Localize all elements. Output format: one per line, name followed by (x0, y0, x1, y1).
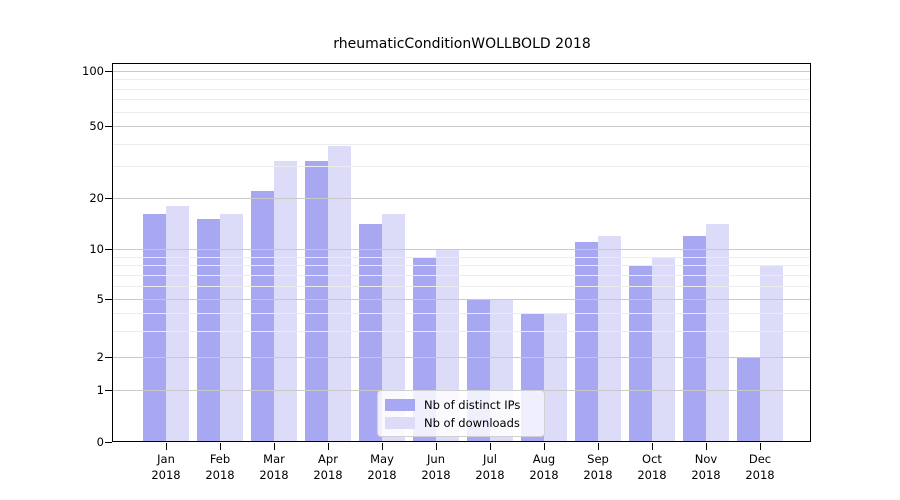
x-tick-label-oct: Oct 2018 (637, 452, 667, 482)
y-tick-100 (105, 71, 112, 72)
x-tick-jul (490, 443, 491, 450)
legend-item-distinct-ips: Nb of distinct IPs (385, 398, 537, 412)
y-tick-label-20: 20 (89, 191, 104, 205)
x-tick-label-jun: Jun 2018 (421, 452, 451, 482)
x-tick-sep (598, 443, 599, 450)
x-tick-mar (274, 443, 275, 450)
bar-distinct-ips-dec (737, 357, 760, 442)
x-tick-label-aug: Aug 2018 (529, 452, 559, 482)
major-gridline-10 (112, 249, 811, 250)
bar-downloads-mar (274, 161, 297, 442)
minor-gridline-70 (112, 99, 811, 100)
bar-downloads-dec (760, 265, 783, 442)
minor-gridline-40 (112, 144, 811, 145)
legend-swatch-downloads (385, 416, 415, 429)
bar-distinct-ips-mar (251, 191, 274, 442)
legend-swatch-distinct-ips (385, 398, 415, 411)
x-tick-label-apr: Apr 2018 (313, 452, 343, 482)
x-tick-label-jan: Jan 2018 (151, 452, 181, 482)
bar-distinct-ips-sep (575, 242, 598, 442)
chart-title: rheumaticConditionWOLLBOLD 2018 (333, 36, 591, 52)
bar-downloads-oct (652, 257, 675, 442)
y-tick-label-10: 10 (89, 242, 104, 256)
y-tick-label-5: 5 (96, 292, 104, 306)
minor-gridline-30 (112, 166, 811, 167)
x-tick-feb (220, 443, 221, 450)
y-tick-2 (105, 357, 112, 358)
bar-downloads-nov (706, 224, 729, 442)
major-gridline-50 (112, 126, 811, 127)
bar-distinct-ips-apr (305, 161, 328, 442)
x-tick-label-feb: Feb 2018 (205, 452, 235, 482)
x-tick-dec (760, 443, 761, 450)
minor-gridline-4 (112, 313, 811, 314)
x-tick-label-may: May 2018 (367, 452, 397, 482)
minor-gridline-90 (112, 79, 811, 80)
minor-gridline-6 (112, 286, 811, 287)
x-tick-jun (436, 443, 437, 450)
minor-gridline-9 (112, 257, 811, 258)
minor-gridline-3 (112, 331, 811, 332)
minor-gridline-7 (112, 275, 811, 276)
y-tick-1 (105, 390, 112, 391)
minor-gridline-60 (112, 112, 811, 113)
major-gridline-20 (112, 198, 811, 199)
y-tick-label-0: 0 (96, 435, 104, 449)
x-tick-label-dec: Dec 2018 (745, 452, 775, 482)
x-tick-label-jul: Jul 2018 (475, 452, 505, 482)
major-gridline-5 (112, 299, 811, 300)
x-tick-apr (328, 443, 329, 450)
bar-distinct-ips-oct (629, 265, 652, 442)
x-tick-aug (544, 443, 545, 450)
y-tick-label-1: 1 (96, 383, 104, 397)
x-tick-may (382, 443, 383, 450)
y-tick-label-2: 2 (96, 350, 104, 364)
bar-downloads-may (382, 214, 405, 442)
x-tick-oct (652, 443, 653, 450)
legend-label-distinct-ips: Nb of distinct IPs (424, 397, 521, 412)
minor-gridline-80 (112, 89, 811, 90)
y-tick-5 (105, 299, 112, 300)
x-tick-label-mar: Mar 2018 (259, 452, 289, 482)
bar-distinct-ips-jan (143, 214, 166, 442)
major-gridline-2 (112, 357, 811, 358)
legend: Nb of distinct IPs Nb of downloads (377, 390, 545, 437)
bar-downloads-sep (598, 236, 621, 442)
x-tick-nov (706, 443, 707, 450)
bar-downloads-aug (544, 313, 567, 442)
y-tick-0 (105, 442, 112, 443)
bar-downloads-jan (166, 206, 189, 442)
y-tick-label-50: 50 (89, 119, 104, 133)
y-tick-10 (105, 249, 112, 250)
y-tick-label-100: 100 (82, 64, 104, 78)
x-tick-label-sep: Sep 2018 (583, 452, 613, 482)
bar-distinct-ips-nov (683, 236, 706, 442)
y-tick-50 (105, 126, 112, 127)
x-tick-jan (166, 443, 167, 450)
bar-distinct-ips-may (359, 224, 382, 442)
legend-label-downloads: Nb of downloads (424, 415, 520, 430)
legend-item-downloads: Nb of downloads (385, 416, 537, 430)
y-tick-20 (105, 198, 112, 199)
bar-downloads-apr (328, 146, 351, 442)
bar-downloads-feb (220, 214, 243, 442)
major-gridline-100 (112, 71, 811, 72)
bar-distinct-ips-feb (197, 219, 220, 442)
minor-gridline-8 (112, 265, 811, 266)
x-tick-label-nov: Nov 2018 (691, 452, 721, 482)
